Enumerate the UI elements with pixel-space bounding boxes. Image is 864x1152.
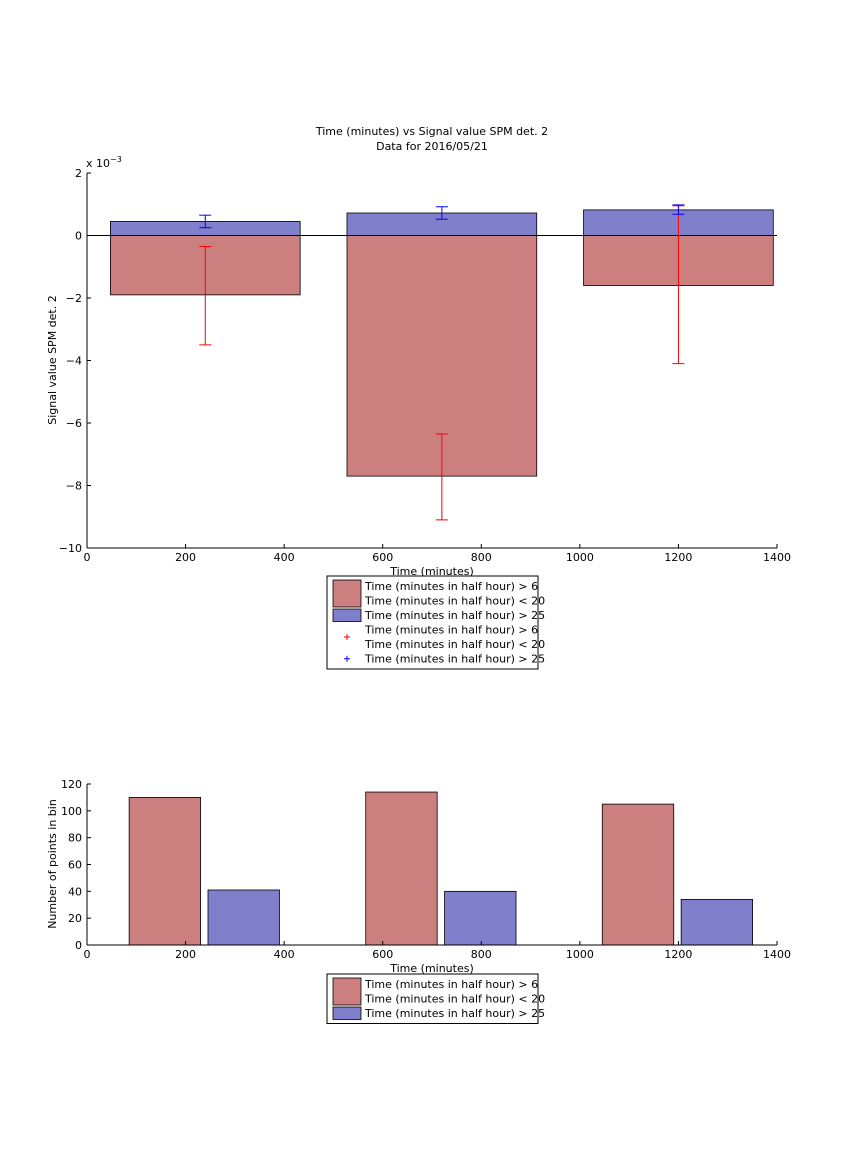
y-axis-label: Number of points in bin bbox=[46, 799, 59, 929]
bar bbox=[601, 803, 675, 946]
legend-label: Time (minutes in half hour) > 25 bbox=[364, 609, 545, 622]
y-tick-label: −2 bbox=[66, 292, 82, 305]
y-tick-label: −6 bbox=[66, 417, 82, 430]
bar bbox=[207, 889, 280, 946]
x-tick-label: 1000 bbox=[566, 948, 594, 961]
legend-label: Time (minutes in half hour) > 6 bbox=[364, 624, 538, 637]
bar bbox=[680, 898, 754, 946]
bar bbox=[365, 791, 438, 946]
legend-label: Time (minutes in half hour) > 6 bbox=[364, 580, 538, 593]
x-tick-label: 1200 bbox=[664, 551, 692, 564]
y-tick-label: 2 bbox=[75, 167, 82, 180]
legend-swatch bbox=[332, 1006, 362, 1020]
legend-box bbox=[326, 575, 539, 670]
y-tick-label: 80 bbox=[68, 832, 82, 845]
exponent-label: x 10−3 bbox=[86, 155, 122, 170]
plot-area: 0 200 400 600 800 1000 1200 1400 0 20 40 60 80 100 120 bbox=[61, 778, 791, 961]
chart-title: Time (minutes) vs Signal value SPM det. … bbox=[315, 125, 548, 138]
legend-swatch bbox=[332, 608, 362, 622]
x-tick-label: 800 bbox=[471, 948, 492, 961]
x-axis-label: Time (minutes) bbox=[389, 962, 474, 975]
y-tick-label: 40 bbox=[68, 885, 82, 898]
y-tick-label: 0 bbox=[75, 939, 82, 952]
x-tick-label: 1400 bbox=[763, 948, 791, 961]
x-tick-label: 600 bbox=[372, 551, 393, 564]
legend-label: Time (minutes in half hour) < 20 bbox=[364, 638, 545, 651]
legend-label: Time (minutes in half hour) > 25 bbox=[364, 1007, 545, 1020]
y-axis-label: Signal value SPM det. 2 bbox=[46, 295, 59, 425]
plot-area: 0 200 400 600 800 1000 1200 1400 −10 −8 −6 −4 −2 0 2 bbox=[59, 167, 791, 564]
x-tick-label: 600 bbox=[372, 948, 393, 961]
x-tick-label: 800 bbox=[471, 551, 492, 564]
x-tick-label: 200 bbox=[175, 948, 196, 961]
x-tick-label: 200 bbox=[175, 551, 196, 564]
legend-swatch bbox=[332, 579, 362, 608]
legend-label: Time (minutes in half hour) < 20 bbox=[364, 993, 545, 1006]
signal-chart: Time (minutes) vs Signal value SPM det. … bbox=[46, 125, 791, 670]
x-tick-label: 1200 bbox=[664, 948, 692, 961]
x-tick-label: 400 bbox=[274, 948, 295, 961]
bar bbox=[128, 797, 202, 946]
x-axis-label: Time (minutes) bbox=[389, 565, 474, 578]
legend-swatch bbox=[332, 977, 362, 1006]
y-tick-label: 0 bbox=[75, 230, 82, 243]
y-tick-label: −8 bbox=[66, 480, 82, 493]
chart-subtitle: Data for 2016/05/21 bbox=[376, 140, 488, 153]
x-tick-label: 1000 bbox=[566, 551, 594, 564]
legend-box bbox=[326, 973, 539, 1024]
y-tick-label: −10 bbox=[59, 542, 82, 555]
y-tick-label: −4 bbox=[66, 355, 82, 368]
x-tick-label: 0 bbox=[84, 948, 91, 961]
legend-label: Time (minutes in half hour) < 20 bbox=[364, 595, 545, 608]
x-tick-label: 1400 bbox=[763, 551, 791, 564]
legend: Time (minutes in half hour) > 6 Time (min… bbox=[326, 973, 545, 1024]
bar bbox=[444, 890, 517, 946]
x-tick-label: 400 bbox=[274, 551, 295, 564]
y-tick-label: 60 bbox=[68, 859, 82, 872]
count-chart: 0 200 400 600 800 1000 1200 1400 0 20 40 60 80 100 120… bbox=[46, 778, 791, 1024]
y-tick-label: 120 bbox=[61, 778, 82, 791]
legend-label: Time (minutes in half hour) > 25 bbox=[364, 653, 545, 666]
y-tick-label: 20 bbox=[68, 912, 82, 925]
legend-label: Time (minutes in half hour) > 6 bbox=[364, 978, 538, 991]
x-tick-label: 0 bbox=[84, 551, 91, 564]
y-tick-label: 100 bbox=[61, 805, 82, 818]
